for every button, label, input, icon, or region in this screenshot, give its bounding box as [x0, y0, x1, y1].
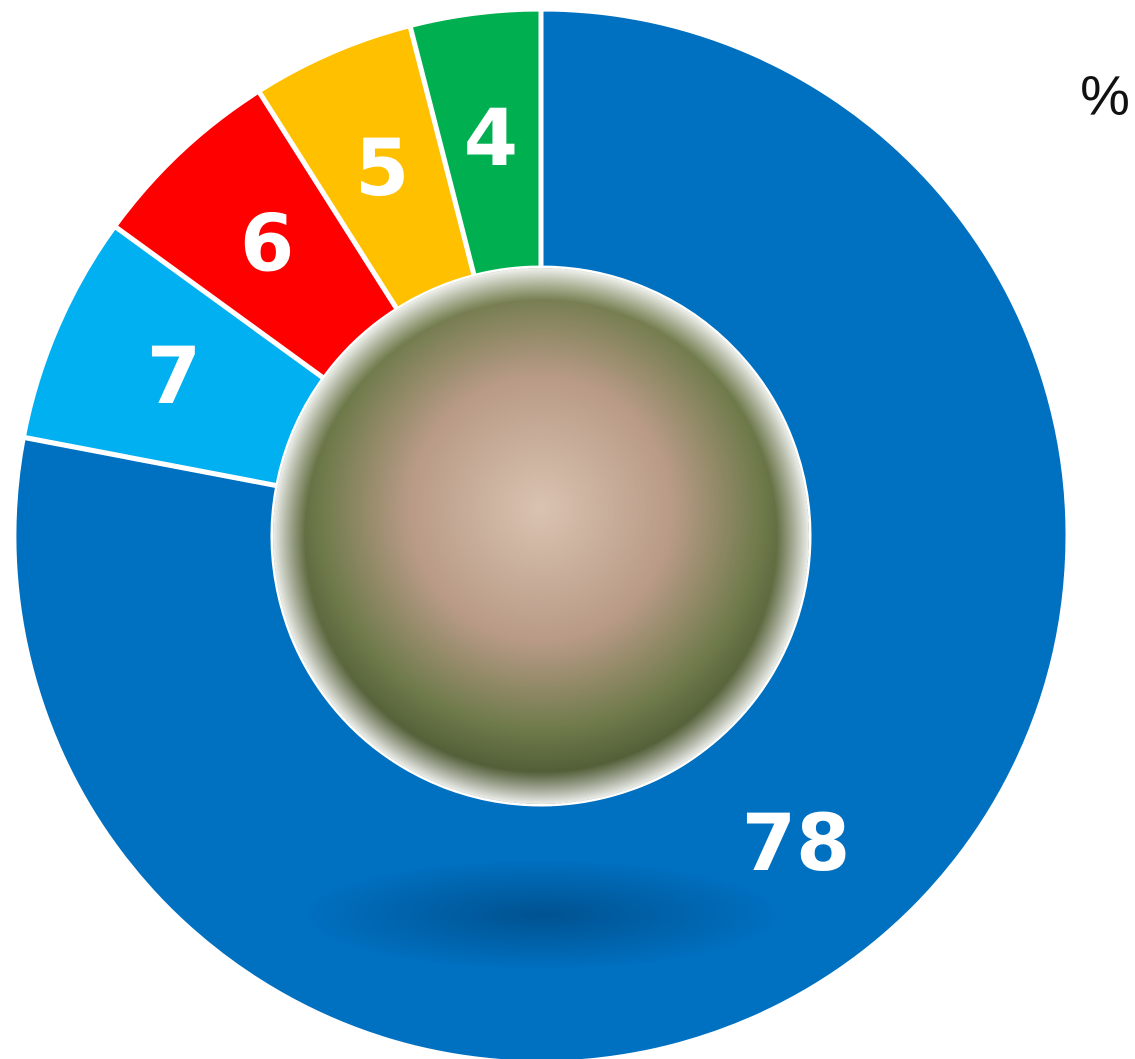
segments: [11, 6, 1071, 1059]
photo-shadow: [301, 860, 781, 970]
value-label: 78: [742, 799, 851, 889]
value-label: 4: [464, 94, 518, 184]
value-label: 6: [240, 199, 294, 289]
photo-rim: [273, 268, 809, 804]
value-label: 7: [147, 332, 201, 422]
value-label: 5: [355, 124, 409, 214]
value-labels: 78 765 4: [147, 94, 850, 889]
unit-label: %: [1080, 64, 1130, 127]
